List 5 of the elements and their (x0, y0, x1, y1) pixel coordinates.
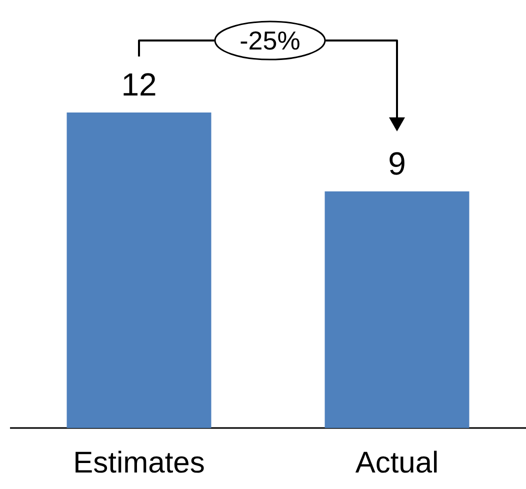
x-tick-label: Estimates (73, 446, 205, 480)
data-label: 9 (388, 145, 406, 182)
data-label: 12 (121, 66, 157, 103)
x-tick-label: Actual (355, 446, 439, 480)
text: -25% (240, 26, 300, 56)
